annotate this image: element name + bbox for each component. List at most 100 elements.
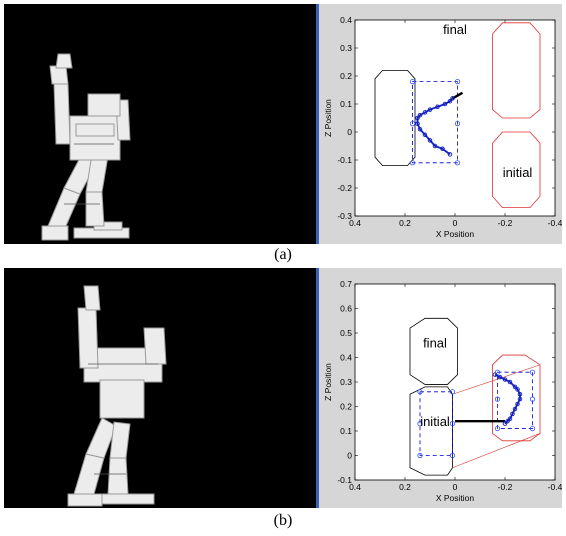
contact-marker	[529, 369, 536, 375]
robot-foot-left	[67, 493, 103, 507]
y-axis-label: Z Position	[323, 363, 333, 401]
robot-foot-right	[101, 493, 155, 505]
chart-a: -0.3 -0.2 -0.1 0 0.1 0.2 0.3 0.4 0.4 0.2 0 -0.2 -0.4…	[323, 15, 563, 239]
plot-area	[354, 283, 556, 481]
robot-arm-left	[77, 307, 99, 369]
region-outline	[492, 131, 541, 209]
trajectory-point	[417, 126, 423, 132]
y-tick-label: 0.3	[340, 377, 352, 387]
y-tick-label: -0.1	[337, 155, 352, 165]
trajectory-point	[517, 391, 523, 397]
region-outline	[374, 70, 416, 167]
contact-marker	[449, 452, 456, 459]
robot-illustration	[67, 285, 167, 507]
trajectory-point	[517, 396, 523, 402]
robot-foot-left	[41, 225, 69, 241]
x-tick-label: -0.4	[548, 482, 562, 492]
region-label-initial: initial	[503, 165, 533, 180]
y-tick-label: 0	[347, 451, 352, 461]
chart-b: -0.1 0 0.1 0.2 0.3 0.4 0.5 0.6 0.7 0.4 0.2 0 -0.2 -0.…	[323, 279, 563, 503]
robot-simulation-view	[4, 4, 316, 244]
com-trajectory	[416, 97, 454, 156]
support-polygon	[497, 371, 533, 429]
view-separator	[316, 268, 319, 508]
trajectory-point	[422, 110, 428, 115]
contact-marker	[449, 421, 456, 427]
support-polygon	[419, 391, 453, 456]
trajectory-point	[512, 406, 518, 412]
region-label-initial: initial	[420, 414, 450, 429]
x-tick-label: 0.4	[349, 218, 361, 228]
trajectory-point	[415, 121, 420, 126]
trajectory-point	[515, 387, 520, 392]
region-connector	[452, 433, 541, 469]
region-label-final: final	[423, 336, 447, 351]
y-tick-label: -0.2	[337, 183, 352, 193]
robot-shin-right	[85, 191, 105, 227]
contact-marker	[409, 160, 416, 166]
trajectory-point	[507, 416, 513, 421]
contact-marker	[494, 425, 501, 432]
region-outline	[492, 354, 541, 442]
contact-marker	[494, 369, 501, 375]
contact-marker	[454, 79, 461, 85]
trajectory-point	[515, 401, 520, 407]
y-tick-label: 0.4	[340, 353, 352, 363]
x-tick-label: -0.2	[498, 218, 513, 228]
y-tick-label: 0.7	[340, 279, 352, 289]
contact-marker	[417, 452, 423, 459]
contact-marker	[417, 421, 423, 427]
trajectory-point	[432, 143, 438, 149]
x-tick-label: 0	[453, 218, 458, 228]
y-axis-label: Z Position	[323, 99, 333, 137]
x-tick-label: -0.4	[548, 218, 562, 228]
support-polygon	[412, 81, 458, 164]
region-outline	[409, 386, 453, 476]
y-tick-label: 0.2	[340, 71, 352, 81]
x-axis-label: X Position	[436, 229, 475, 239]
caption-b: (b)	[273, 512, 293, 529]
region-outline	[492, 22, 541, 119]
contact-marker	[409, 121, 416, 127]
y-tick-label: 0.6	[340, 304, 352, 314]
y-tick-label: 0.1	[340, 426, 352, 436]
trajectory-point	[447, 98, 453, 104]
y-tick-label: -0.3	[337, 211, 352, 221]
x-tick-label: -0.2	[498, 482, 513, 492]
trajectory-point	[512, 384, 518, 390]
panel-a: -0.3 -0.2 -0.1 0 0.1 0.2 0.3 0.4 0.4 0.2 0 -0.2 -0.4…	[4, 4, 563, 244]
x-tick-label: 0.4	[349, 482, 361, 492]
view-separator	[316, 4, 319, 244]
plot-window-a: -0.3 -0.2 -0.1 0 0.1 0.2 0.3 0.4 0.4 0.2 0 -0.2 -0.4…	[319, 4, 563, 244]
y-tick-label: -0.1	[337, 475, 352, 485]
robot-simulation-view	[4, 268, 316, 508]
trajectory-point	[415, 115, 420, 121]
robot-arm-left	[53, 83, 71, 145]
trajectory-point	[440, 146, 445, 152]
trajectory-point	[502, 377, 508, 382]
trajectory-point	[450, 96, 455, 101]
contact-marker	[529, 425, 536, 432]
trajectory-point	[435, 104, 440, 110]
robot-illustration	[41, 53, 131, 241]
contact-marker	[529, 396, 536, 402]
x-tick-label: 0	[453, 482, 458, 492]
contact-marker	[454, 160, 461, 166]
x-tick-label: 0.2	[399, 218, 411, 228]
robot-torso	[69, 115, 121, 161]
robot-shin-left	[47, 187, 81, 227]
trajectory-point	[427, 138, 433, 143]
contact-marker	[417, 389, 423, 395]
panel-b: -0.1 0 0.1 0.2 0.3 0.4 0.5 0.6 0.7 0.4 0.2 0 -0.2 -0.…	[4, 268, 563, 508]
y-tick-label: 0.3	[340, 43, 352, 53]
trajectory-point	[510, 411, 515, 417]
region-connector	[452, 364, 541, 395]
contact-marker	[454, 121, 461, 127]
x-tick-label: 0.2	[399, 482, 411, 492]
y-tick-label: 0.1	[340, 99, 352, 109]
trajectory-point	[442, 101, 448, 107]
trajectory-point	[447, 152, 453, 157]
region-label-final: final	[443, 22, 467, 37]
trajectory-point	[422, 132, 428, 138]
y-tick-label: 0.4	[340, 15, 352, 25]
